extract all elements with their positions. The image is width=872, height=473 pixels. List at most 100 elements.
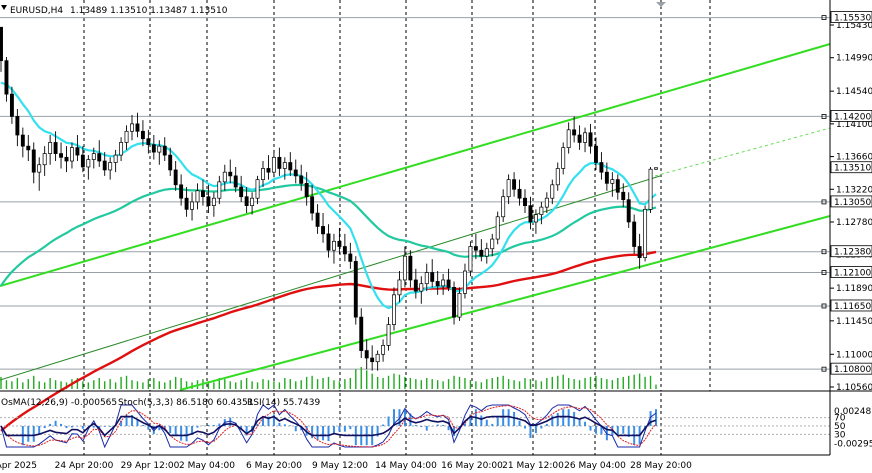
- trend-thin-line: [0, 175, 661, 381]
- time-axis: 2 Apr 2025 24 Apr 20:00 29 Apr 12:002 May …: [0, 461, 692, 471]
- dropdown-triangle-icon[interactable]: [1, 5, 7, 10]
- candle-body: [353, 261, 358, 318]
- price-tick-label: 1.12780: [836, 218, 872, 228]
- time-label: 28 May 20:00: [630, 461, 692, 471]
- candle-body: [441, 279, 446, 287]
- level-label-box: [830, 110, 872, 122]
- candle-body: [75, 147, 80, 156]
- price-tick-label: 1.10560: [836, 383, 872, 393]
- candle-body: [31, 149, 36, 173]
- candle-body: [70, 147, 74, 162]
- current-price-label-box: [830, 161, 872, 174]
- level-marker: [821, 303, 827, 309]
- candle-body: [348, 253, 353, 262]
- candle-body: [419, 283, 424, 292]
- price-tick-label: 1.11000: [836, 350, 872, 360]
- candle-body: [86, 159, 91, 168]
- candle-body: [615, 179, 620, 193]
- level-label-box: [830, 299, 872, 312]
- candle-body: [392, 294, 396, 325]
- scroll-marker-icon[interactable]: [656, 2, 666, 7]
- candle-body: [162, 145, 167, 156]
- osma-label: OsMA(12,26,9) -0.000565: [1, 398, 117, 408]
- candle-body: [566, 129, 571, 148]
- candle-body: [610, 179, 615, 184]
- candle-body: [15, 116, 20, 136]
- candle-body: [233, 175, 238, 188]
- candle-body: [539, 206, 544, 215]
- candle-body: [643, 208, 648, 259]
- price-tick-label: 1.14990: [836, 54, 872, 64]
- ema-mid-line: [0, 183, 657, 287]
- candle-body: [304, 182, 309, 198]
- candle-body: [359, 316, 364, 351]
- candle-body: [583, 132, 587, 143]
- candle-body: [386, 324, 391, 346]
- candle-body: [146, 138, 151, 146]
- candle-body: [195, 190, 200, 203]
- candle-body: [315, 212, 320, 227]
- trend-channels: [0, 43, 831, 391]
- candle-body: [64, 156, 69, 162]
- candle-body: [626, 199, 631, 223]
- level-label: 1.13050: [834, 198, 871, 208]
- current-price-label: 1.13510: [834, 164, 871, 174]
- level-label: 1.15530: [834, 14, 871, 24]
- candle-body: [463, 270, 467, 294]
- candle-body: [173, 169, 178, 186]
- candle-body: [26, 145, 31, 151]
- candle-body: [244, 196, 249, 206]
- time-label: 21 May 12:00: [502, 461, 564, 471]
- level-label: 1.14200: [834, 112, 871, 122]
- level-label: 1.12100: [834, 269, 871, 279]
- candle-body: [91, 153, 96, 160]
- candle-body: [255, 179, 260, 199]
- level-label-box: [830, 11, 872, 23]
- level-marker: [821, 366, 827, 372]
- candle-body: [59, 153, 63, 158]
- candle-body: [119, 142, 124, 156]
- time-label: 14 May 04:00: [375, 461, 437, 471]
- candle-body: [239, 186, 244, 198]
- time-label: 24 Apr 20:00: [55, 461, 114, 471]
- candle-body: [80, 154, 85, 168]
- candle-body: [528, 205, 533, 223]
- stoch-main-line: [0, 404, 657, 449]
- level-marker: [821, 15, 827, 20]
- level-marker: [821, 249, 827, 255]
- time-label: 29 Apr 12:00: [121, 461, 180, 471]
- candle-body: [228, 171, 233, 177]
- candlesticks: [0, 26, 658, 371]
- candle-body: [48, 142, 53, 154]
- price-tick-label: 1.14100: [836, 120, 872, 130]
- level-label: 1.11650: [834, 302, 871, 312]
- candle-body: [621, 191, 626, 201]
- candle-body: [310, 196, 315, 214]
- candle-body: [555, 168, 560, 186]
- time-label: 6 May 20:00: [246, 461, 302, 471]
- candle-body: [184, 197, 189, 210]
- candle-body: [179, 184, 184, 199]
- candle-body: [135, 123, 140, 132]
- level-marker: [821, 114, 827, 119]
- candle-body: [397, 279, 402, 296]
- candle-body: [550, 184, 555, 199]
- candle-body: [479, 249, 484, 257]
- candle-body: [261, 168, 265, 180]
- time-label: 2 Apr 2025: [0, 461, 37, 471]
- candle-body: [9, 93, 14, 117]
- candle-body: [151, 144, 156, 153]
- candle-body: [495, 216, 500, 240]
- candle-body: [577, 134, 582, 143]
- candle-body: [326, 233, 331, 251]
- level-label: 1.12380: [834, 248, 871, 258]
- candle-body: [424, 272, 429, 285]
- candle-body: [452, 287, 456, 318]
- stoch-signal-line: [0, 405, 657, 448]
- candle-body: [435, 281, 440, 287]
- indicator-axis-label: 0.00248: [834, 407, 871, 417]
- time-label: 9 May 12:00: [312, 461, 368, 471]
- candle-body: [271, 156, 276, 173]
